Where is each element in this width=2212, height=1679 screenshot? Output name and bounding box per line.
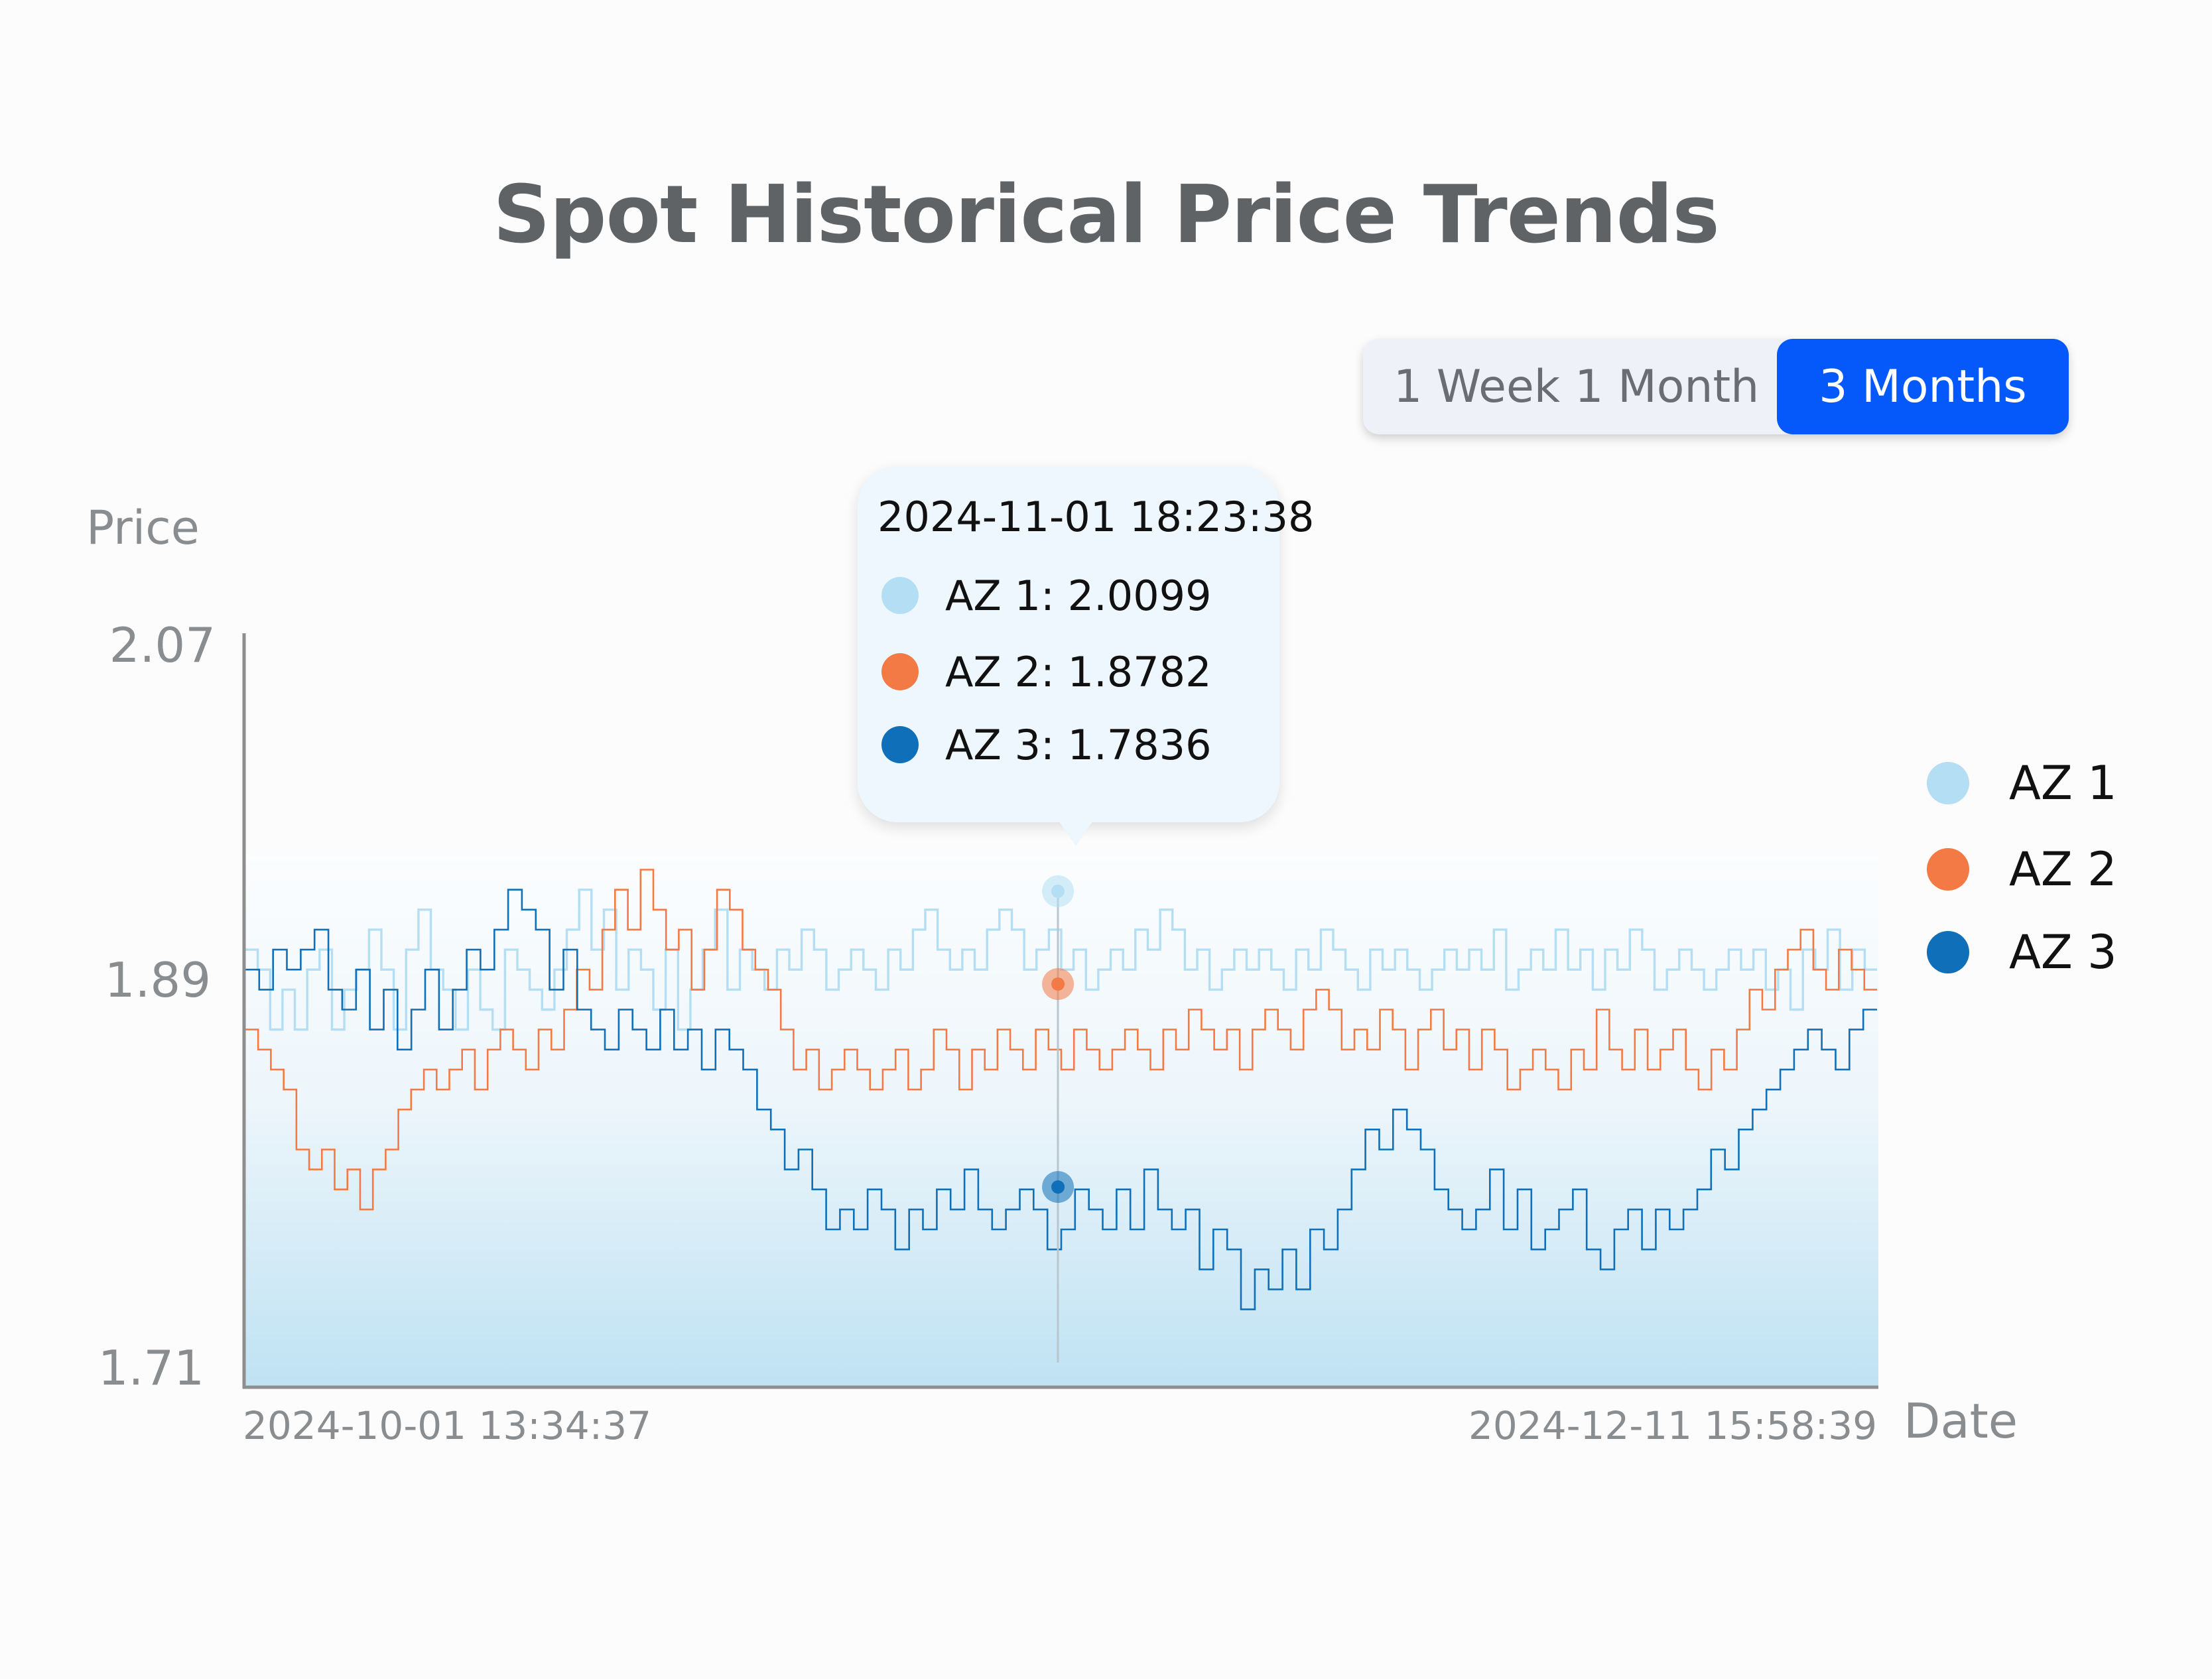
y-tick-label: 1.71 [98, 1340, 204, 1396]
series-layer [245, 869, 1877, 1310]
range-1-month-button[interactable]: 1 Month [1575, 360, 1760, 413]
tooltip-row-az2: AZ 2: 1.8782 [881, 647, 1212, 696]
time-range-selector: 1 Week 1 Month 3 Months [1363, 339, 2069, 434]
legend-swatch-az2 [1927, 848, 1969, 891]
legend-label-az2: AZ 2 [2009, 842, 2117, 897]
series-line-az2 [245, 869, 1877, 1211]
hover-point-az1 [1051, 885, 1065, 898]
series-line-az3 [245, 889, 1877, 1310]
range-3-months-button[interactable]: 3 Months [1777, 339, 2069, 434]
tooltip-swatch-az2 [881, 653, 919, 690]
legend-swatch-az3 [1927, 931, 1969, 973]
tooltip-row-az1: AZ 1: 2.0099 [881, 571, 1212, 620]
hover-markers [1042, 875, 1074, 1203]
tooltip-swatch-az1 [881, 577, 919, 614]
tooltip-value-az1: AZ 1: 2.0099 [945, 571, 1212, 620]
tooltip-row-az3: AZ 3: 1.7836 [881, 720, 1212, 769]
hover-tooltip: 2024-11-01 18:23:38 AZ 1: 2.0099 AZ 2: 1… [858, 466, 1314, 822]
tooltip-date: 2024-11-01 18:23:38 [878, 493, 1315, 541]
legend-label-az1: AZ 1 [2009, 756, 2117, 810]
tooltip-swatch-az3 [881, 726, 919, 763]
x-tick-label-end: 2024-12-11 15:58:39 [1468, 1403, 1877, 1448]
tooltip-pointer [1056, 817, 1096, 846]
x-tick-label-start: 2024-10-01 13:34:37 [243, 1403, 651, 1448]
y-axis-label: Price [86, 501, 200, 555]
legend-swatch-az1 [1927, 762, 1969, 804]
y-tick-label: 2.07 [109, 617, 216, 673]
tooltip-value-az3: AZ 3: 1.7836 [945, 720, 1212, 769]
x-axis-label: Date [1904, 1393, 2018, 1449]
hover-point-az3 [1051, 1180, 1065, 1194]
legend-item-az3[interactable]: AZ 3 [1927, 925, 2117, 979]
y-tick-label: 1.89 [105, 952, 211, 1008]
chart-title: Spot Historical Price Trends [493, 169, 1720, 261]
series-line-az1 [245, 889, 1877, 1031]
legend-item-az1[interactable]: AZ 1 [1927, 756, 2117, 810]
range-1-week-button[interactable]: 1 Week [1394, 360, 1561, 413]
legend-label-az3: AZ 3 [2009, 925, 2117, 979]
tooltip-value-az2: AZ 2: 1.8782 [945, 647, 1212, 696]
hover-point-az2 [1051, 977, 1065, 991]
legend-item-az2[interactable]: AZ 2 [1927, 842, 2117, 897]
